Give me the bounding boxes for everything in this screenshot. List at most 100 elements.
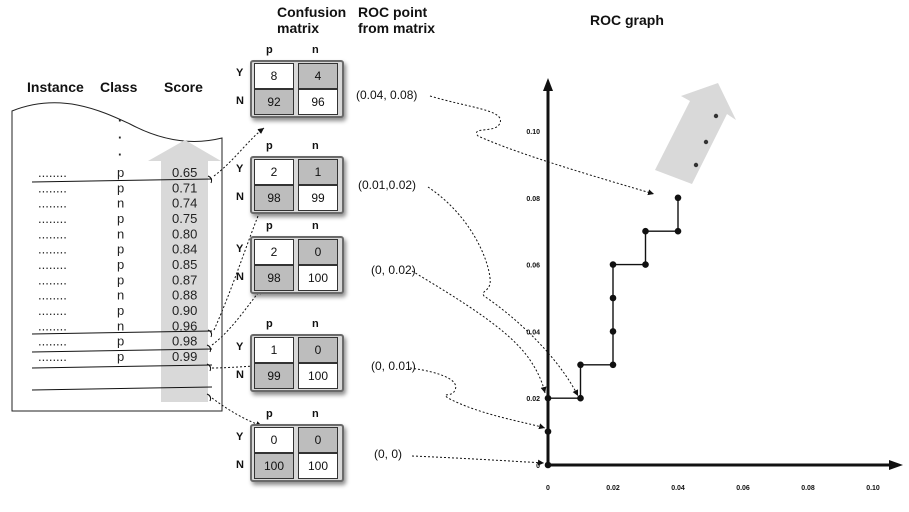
instance-cell: ........ — [38, 211, 67, 226]
score-cell: 0.87 — [172, 272, 197, 287]
score-cell: 0.75 — [172, 211, 197, 226]
instance-cell: ........ — [38, 272, 67, 287]
class-cell: p — [117, 257, 124, 272]
matrix-cell-tp: 1 — [254, 337, 294, 363]
class-cell: p — [117, 242, 124, 257]
roc-label-to-point-arrows — [409, 95, 655, 466]
header-score: Score — [164, 79, 203, 95]
instance-cell: ........ — [38, 257, 67, 272]
ellipsis-dot: · — [118, 147, 122, 162]
roc-point — [544, 461, 552, 469]
roc-point — [609, 361, 617, 369]
class-cell: p — [117, 334, 124, 349]
row-label-n: N — [236, 95, 244, 107]
matrix-cell-tn: 100 — [298, 265, 338, 291]
roc-x-ticks: 0 0.02 0.04 0.06 0.08 0.10 — [546, 485, 880, 492]
roc-graph: 0 0.02 0.04 0.06 0.08 0.10 00.020.040.060.080… — [526, 78, 903, 492]
class-cell: n — [117, 196, 124, 211]
threshold-arrow-link — [213, 205, 263, 331]
row-label-y: Y — [236, 243, 244, 255]
roc-y-ticks: 0 0.02 0.04 0.06 0.08 0.10 — [526, 129, 540, 470]
class-cell: n — [117, 226, 124, 241]
label-to-point-arrow — [411, 270, 547, 394]
matrix-cell-fp: 0 — [298, 337, 338, 363]
y-tick-label: 0.02 — [526, 396, 540, 403]
roc-point — [674, 194, 682, 202]
label-to-point-arrow — [429, 95, 655, 196]
column-label-n: n — [312, 140, 319, 152]
roc-point-label: (0, 0.01) — [371, 359, 416, 373]
row-label-n: N — [236, 271, 244, 283]
instance-cell: ........ — [38, 303, 67, 318]
matrix-cell-fn: 92 — [254, 89, 294, 115]
header-confusion-line2: matrix — [277, 20, 320, 36]
roc-point — [642, 261, 649, 268]
score-cell: 0.98 — [172, 334, 197, 349]
threshold-hook — [207, 175, 213, 184]
instance-cell: ........ — [38, 226, 67, 241]
class-cell: n — [117, 288, 124, 303]
x-tick-label: 0 — [546, 485, 550, 492]
continuation-dot — [713, 113, 719, 119]
header-roc-graph: ROC graph — [590, 12, 664, 28]
column-label-p: p — [266, 44, 273, 56]
label-to-point-arrow — [411, 455, 545, 466]
matrix-cell-tp: 0 — [254, 427, 294, 453]
row-label-y: Y — [236, 431, 244, 443]
score-cell: 0.99 — [172, 349, 197, 364]
matrix-frame: 0 0 100 100 — [250, 424, 344, 482]
score-cell: 0.80 — [172, 226, 197, 241]
score-cell: 0.84 — [172, 242, 197, 257]
threshold-arrow-link — [213, 127, 265, 177]
instance-cell: ........ — [38, 196, 67, 211]
threshold-hook — [207, 329, 213, 338]
matrix-cell-fn: 100 — [254, 453, 294, 479]
column-label-p: p — [266, 408, 273, 420]
ellipsis-dot: · — [118, 130, 122, 145]
threshold-line — [31, 348, 213, 353]
threshold-line — [31, 330, 213, 335]
roc-point-label: (0.01,0.02) — [358, 178, 417, 192]
row-label-n: N — [236, 459, 244, 471]
roc-point — [577, 361, 584, 369]
class-cell: p — [117, 165, 124, 180]
matrix-cell-tn: 96 — [298, 89, 338, 115]
matrix-cell-tn: 100 — [298, 363, 338, 389]
roc-point — [674, 227, 682, 235]
label-to-point-arrow — [427, 186, 579, 397]
score-cell: 0.88 — [172, 288, 197, 303]
threshold-line — [31, 364, 213, 369]
class-cell: n — [117, 318, 124, 333]
score-cell: 0.74 — [172, 196, 197, 211]
roc-point-label: (0, 0.02) — [371, 263, 416, 277]
header-roc-point-line2: from matrix — [358, 20, 436, 36]
roc-point-label: (0.04, 0.08) — [356, 88, 418, 102]
confusion-matrix: p n Y N 2 0 98 100 — [236, 220, 344, 294]
column-label-p: p — [266, 318, 273, 330]
confusion-matrix: p n Y N 8 4 92 96 — [236, 44, 344, 118]
matrix-cell-tp: 2 — [254, 239, 294, 265]
instance-cell: ........ — [38, 165, 67, 180]
header-confusion-line1: Confusion — [277, 4, 347, 20]
matrix-cell-fp: 0 — [298, 239, 338, 265]
roc-x-axis-arrowhead — [889, 460, 903, 470]
matrix-cell-tn: 100 — [298, 453, 338, 479]
matrix-cell-tp: 2 — [254, 159, 294, 185]
column-label-n: n — [312, 318, 319, 330]
roc-point — [544, 428, 552, 435]
roc-point — [609, 261, 617, 268]
roc-point — [609, 294, 617, 302]
roc-point-label: (0, 0) — [374, 447, 403, 461]
class-cell: p — [117, 272, 124, 287]
threshold-hook — [206, 363, 212, 372]
roc-point — [577, 394, 584, 402]
column-label-p: p — [266, 220, 273, 232]
class-cell: p — [117, 180, 124, 195]
instance-cell: ........ — [38, 318, 67, 333]
header-confusion-matrix: Confusion matrix — [277, 4, 346, 36]
header-class: Class — [100, 79, 138, 95]
matrix-frame: 8 4 92 96 — [250, 60, 344, 118]
matrix-cell-tn: 99 — [298, 185, 338, 211]
matrix-frame: 2 1 98 99 — [250, 156, 344, 214]
